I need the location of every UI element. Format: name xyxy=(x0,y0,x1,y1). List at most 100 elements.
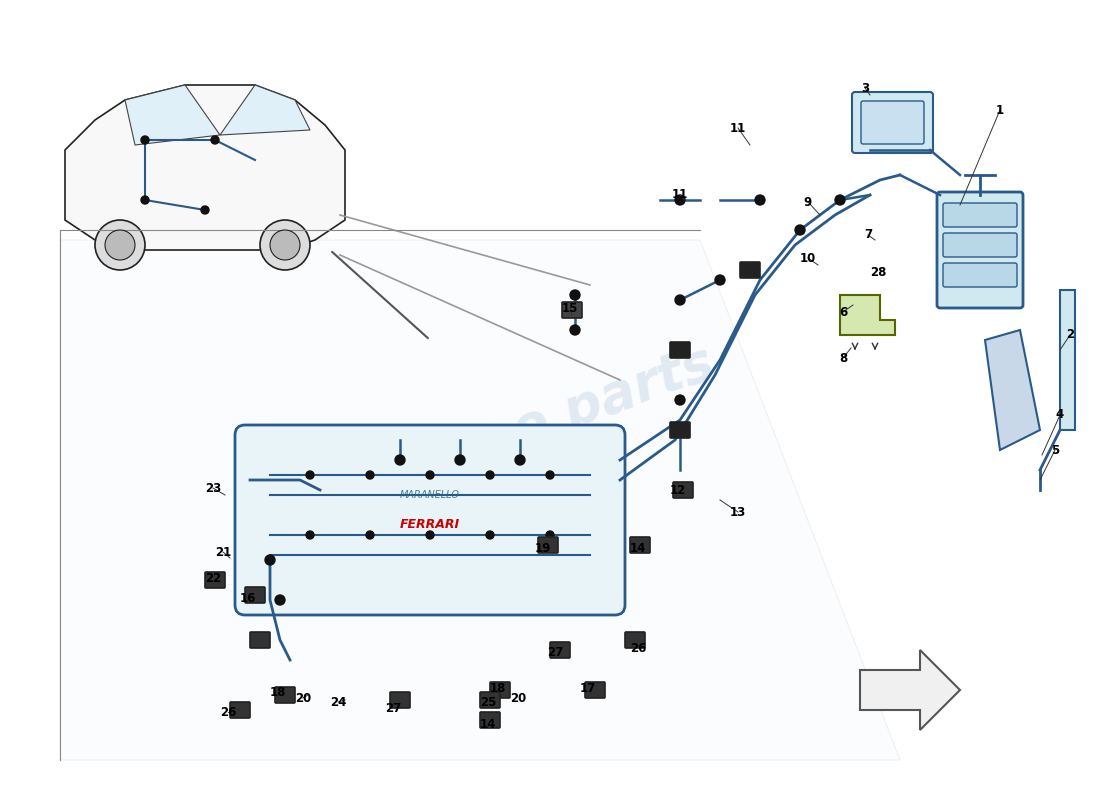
Text: 20: 20 xyxy=(510,691,526,705)
Text: 14: 14 xyxy=(480,718,496,731)
FancyBboxPatch shape xyxy=(275,687,295,703)
FancyBboxPatch shape xyxy=(235,425,625,615)
Text: 21: 21 xyxy=(214,546,231,558)
FancyBboxPatch shape xyxy=(943,263,1018,287)
Text: 23: 23 xyxy=(205,482,221,494)
FancyBboxPatch shape xyxy=(230,702,250,718)
Polygon shape xyxy=(60,240,900,760)
Circle shape xyxy=(275,595,285,605)
FancyBboxPatch shape xyxy=(852,92,933,153)
Circle shape xyxy=(395,455,405,465)
FancyBboxPatch shape xyxy=(205,572,225,588)
Text: 27: 27 xyxy=(547,646,563,658)
Polygon shape xyxy=(220,85,310,135)
Text: 16: 16 xyxy=(240,591,256,605)
Circle shape xyxy=(426,531,434,539)
Text: 26: 26 xyxy=(220,706,236,718)
FancyBboxPatch shape xyxy=(390,692,410,708)
Text: 25: 25 xyxy=(480,695,496,709)
FancyBboxPatch shape xyxy=(245,587,265,603)
Text: FERRARI: FERRARI xyxy=(400,518,460,531)
Text: 10: 10 xyxy=(800,251,816,265)
Circle shape xyxy=(675,195,685,205)
Circle shape xyxy=(486,471,494,479)
Circle shape xyxy=(675,395,685,405)
Text: 8: 8 xyxy=(839,351,847,365)
FancyBboxPatch shape xyxy=(673,482,693,498)
FancyBboxPatch shape xyxy=(550,642,570,658)
FancyBboxPatch shape xyxy=(625,632,645,648)
Text: 24: 24 xyxy=(330,695,346,709)
Text: 5: 5 xyxy=(1050,443,1059,457)
Circle shape xyxy=(306,531,313,539)
Text: 11: 11 xyxy=(672,189,689,202)
Text: 2: 2 xyxy=(1066,329,1074,342)
Circle shape xyxy=(486,531,494,539)
Text: 18: 18 xyxy=(270,686,286,698)
Text: 13: 13 xyxy=(730,506,746,518)
Text: 26: 26 xyxy=(630,642,646,654)
Text: 27: 27 xyxy=(385,702,402,714)
Circle shape xyxy=(306,471,313,479)
Text: 18: 18 xyxy=(490,682,506,694)
Text: 7: 7 xyxy=(864,229,872,242)
Text: 14: 14 xyxy=(630,542,646,554)
Circle shape xyxy=(835,195,845,205)
FancyBboxPatch shape xyxy=(630,537,650,553)
Circle shape xyxy=(675,425,685,435)
Text: 4: 4 xyxy=(1056,409,1064,422)
FancyBboxPatch shape xyxy=(250,632,270,648)
FancyBboxPatch shape xyxy=(861,101,924,144)
Circle shape xyxy=(366,471,374,479)
FancyBboxPatch shape xyxy=(538,537,558,553)
Circle shape xyxy=(455,455,465,465)
FancyBboxPatch shape xyxy=(490,682,510,698)
Circle shape xyxy=(260,220,310,270)
Text: 22: 22 xyxy=(205,571,221,585)
Circle shape xyxy=(104,230,135,260)
FancyBboxPatch shape xyxy=(480,692,501,708)
Polygon shape xyxy=(840,295,895,335)
FancyBboxPatch shape xyxy=(585,682,605,698)
Circle shape xyxy=(546,531,554,539)
Polygon shape xyxy=(125,85,220,145)
Circle shape xyxy=(675,295,685,305)
FancyBboxPatch shape xyxy=(937,192,1023,308)
FancyBboxPatch shape xyxy=(943,233,1018,257)
Text: 28: 28 xyxy=(870,266,887,278)
Circle shape xyxy=(715,275,725,285)
Circle shape xyxy=(426,471,434,479)
Text: 6: 6 xyxy=(839,306,847,318)
Text: 3: 3 xyxy=(861,82,869,94)
Polygon shape xyxy=(860,650,960,730)
Circle shape xyxy=(570,290,580,300)
Circle shape xyxy=(141,136,149,144)
Text: euroo parts: euroo parts xyxy=(378,336,722,504)
Circle shape xyxy=(270,230,300,260)
Text: since 1999: since 1999 xyxy=(482,475,618,545)
Text: 17: 17 xyxy=(580,682,596,694)
Text: MARANELLO: MARANELLO xyxy=(400,490,460,500)
FancyBboxPatch shape xyxy=(740,262,760,278)
Circle shape xyxy=(755,195,764,205)
Circle shape xyxy=(141,196,149,204)
FancyBboxPatch shape xyxy=(943,203,1018,227)
Circle shape xyxy=(201,206,209,214)
FancyBboxPatch shape xyxy=(670,342,690,358)
Text: 11: 11 xyxy=(730,122,746,134)
Circle shape xyxy=(745,265,755,275)
FancyBboxPatch shape xyxy=(480,712,501,728)
Circle shape xyxy=(265,555,275,565)
Text: 12: 12 xyxy=(670,483,686,497)
FancyBboxPatch shape xyxy=(670,422,690,438)
Circle shape xyxy=(515,455,525,465)
Text: 19: 19 xyxy=(535,542,551,554)
Polygon shape xyxy=(984,330,1040,450)
Circle shape xyxy=(546,471,554,479)
Text: 15: 15 xyxy=(562,302,579,314)
Text: 9: 9 xyxy=(804,195,812,209)
Circle shape xyxy=(570,325,580,335)
Circle shape xyxy=(95,220,145,270)
Text: 1: 1 xyxy=(996,103,1004,117)
FancyBboxPatch shape xyxy=(562,302,582,318)
